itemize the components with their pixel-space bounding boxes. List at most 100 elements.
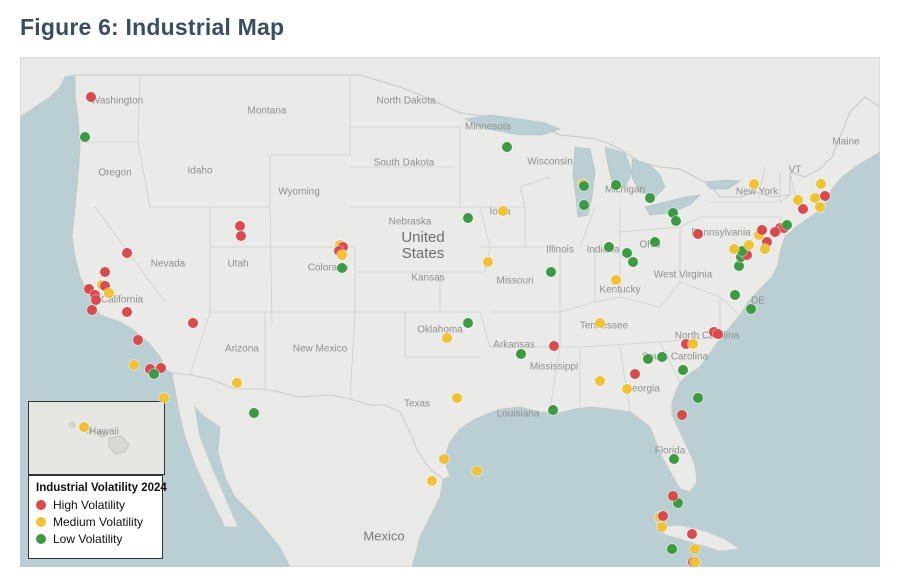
site-marker-high-volatility[interactable] — [712, 328, 723, 339]
site-marker-high-volatility[interactable] — [100, 280, 111, 291]
site-marker-high-volatility[interactable] — [338, 241, 349, 252]
site-marker-medium-volatility[interactable] — [656, 522, 667, 533]
site-marker-high-volatility[interactable] — [133, 335, 144, 345]
site-marker-low-volatility[interactable] — [604, 241, 615, 252]
site-marker-low-volatility[interactable] — [80, 131, 90, 142]
site-marker-low-volatility[interactable] — [669, 454, 680, 465]
site-marker-medium-volatility[interactable] — [158, 393, 169, 404]
site-marker-high-volatility[interactable] — [687, 529, 697, 540]
site-marker-high-volatility[interactable] — [770, 226, 781, 237]
site-marker-high-volatility[interactable] — [676, 410, 687, 421]
site-marker-medium-volatility[interactable] — [814, 202, 825, 213]
site-marker-low-volatility[interactable] — [546, 267, 557, 278]
site-marker-medium-volatility[interactable] — [441, 332, 452, 343]
site-marker-low-volatility[interactable] — [628, 256, 639, 267]
site-marker-medium-volatility[interactable] — [816, 179, 827, 190]
site-marker-low-volatility[interactable] — [735, 252, 746, 263]
site-marker-medium-volatility[interactable] — [471, 466, 482, 477]
state-label-missouri: Missouri — [496, 275, 534, 287]
site-marker-high-volatility[interactable] — [797, 204, 808, 215]
site-marker-low-volatility[interactable] — [579, 181, 590, 192]
site-marker-low-volatility[interactable] — [692, 393, 703, 404]
site-marker-low-volatility[interactable] — [622, 248, 633, 259]
site-marker-medium-volatility[interactable] — [483, 256, 494, 267]
site-marker-low-volatility[interactable] — [678, 364, 689, 375]
site-marker-high-volatility[interactable] — [757, 225, 768, 235]
site-marker-low-volatility[interactable] — [148, 368, 159, 379]
site-marker-medium-volatility[interactable] — [79, 422, 89, 432]
site-marker-low-volatility[interactable] — [547, 405, 558, 416]
site-marker-medium-volatility[interactable] — [104, 288, 115, 299]
site-marker-low-volatility[interactable] — [516, 348, 527, 359]
site-marker-medium-volatility[interactable] — [754, 230, 765, 241]
state-label-oklahoma: Oklahoma — [417, 324, 463, 336]
industrial-map[interactable]: Industrial Volatility 2024 High Volatili… — [20, 57, 880, 567]
site-marker-high-volatility[interactable] — [144, 363, 155, 374]
site-marker-high-volatility[interactable] — [156, 362, 167, 373]
site-marker-high-volatility[interactable] — [87, 305, 98, 316]
site-marker-low-volatility[interactable] — [642, 354, 653, 365]
site-marker-low-volatility[interactable] — [672, 497, 683, 508]
site-marker-low-volatility[interactable] — [610, 180, 621, 191]
site-marker-medium-volatility[interactable] — [451, 393, 462, 404]
site-marker-high-volatility[interactable] — [761, 237, 772, 248]
state-label-arkansas: Arkansas — [493, 339, 535, 351]
site-marker-medium-volatility[interactable] — [232, 377, 243, 388]
site-marker-high-volatility[interactable] — [187, 318, 198, 329]
site-marker-low-volatility[interactable] — [666, 543, 677, 554]
site-marker-high-volatility[interactable] — [681, 339, 692, 350]
site-marker-medium-volatility[interactable] — [438, 454, 449, 465]
site-marker-medium-volatility[interactable] — [689, 543, 700, 554]
site-marker-medium-volatility[interactable] — [728, 243, 739, 254]
site-marker-low-volatility[interactable] — [463, 318, 474, 329]
site-marker-high-volatility[interactable] — [234, 221, 245, 232]
low-volatility-marker-icon — [36, 534, 46, 544]
site-marker-medium-volatility[interactable] — [744, 239, 755, 250]
site-marker-high-volatility[interactable] — [549, 341, 560, 352]
state-label-michigan: Michigan — [604, 184, 646, 196]
site-marker-medium-volatility[interactable] — [128, 360, 139, 371]
site-marker-medium-volatility[interactable] — [595, 376, 606, 387]
state-label-pennsylvania: Pennsylvania — [691, 227, 751, 239]
site-marker-medium-volatility[interactable] — [595, 318, 606, 329]
site-marker-medium-volatility[interactable] — [610, 274, 621, 285]
site-marker-low-volatility[interactable] — [578, 200, 589, 211]
site-marker-medium-volatility[interactable] — [688, 339, 699, 350]
site-marker-high-volatility[interactable] — [121, 248, 132, 259]
site-marker-low-volatility[interactable] — [656, 351, 667, 362]
site-marker-high-volatility[interactable] — [658, 511, 669, 522]
site-marker-medium-volatility[interactable] — [689, 557, 700, 567]
site-marker-high-volatility[interactable] — [629, 368, 640, 379]
site-marker-low-volatility[interactable] — [249, 407, 260, 418]
site-marker-low-volatility[interactable] — [737, 245, 748, 256]
site-marker-low-volatility[interactable] — [730, 290, 741, 301]
site-marker-low-volatility[interactable] — [649, 237, 660, 248]
site-marker-high-volatility[interactable] — [692, 228, 703, 239]
site-marker-high-volatility[interactable] — [820, 190, 831, 201]
site-marker-medium-volatility[interactable] — [793, 194, 804, 205]
site-marker-high-volatility[interactable] — [85, 92, 96, 102]
site-marker-medium-volatility[interactable] — [497, 206, 508, 216]
site-marker-medium-volatility[interactable] — [336, 250, 347, 261]
site-marker-high-volatility[interactable] — [100, 267, 111, 278]
site-marker-low-volatility[interactable] — [781, 220, 792, 231]
site-marker-high-volatility[interactable] — [236, 231, 247, 242]
site-marker-low-volatility[interactable] — [501, 141, 512, 152]
site-marker-high-volatility[interactable] — [121, 307, 132, 318]
site-marker-low-volatility[interactable] — [668, 207, 679, 218]
site-marker-medium-volatility[interactable] — [748, 179, 759, 190]
site-marker-high-volatility[interactable] — [91, 294, 102, 305]
site-marker-medium-volatility[interactable] — [810, 192, 821, 203]
site-marker-medium-volatility[interactable] — [760, 243, 771, 254]
site-marker-high-volatility[interactable] — [741, 250, 752, 261]
site-marker-high-volatility[interactable] — [84, 284, 95, 295]
site-marker-high-volatility[interactable] — [668, 490, 679, 501]
site-marker-low-volatility[interactable] — [671, 215, 682, 226]
site-marker-low-volatility[interactable] — [745, 304, 756, 315]
site-marker-medium-volatility[interactable] — [622, 383, 633, 394]
site-marker-low-volatility[interactable] — [463, 212, 474, 223]
site-marker-medium-volatility[interactable] — [427, 475, 438, 486]
site-marker-low-volatility[interactable] — [336, 262, 347, 273]
site-marker-low-volatility[interactable] — [645, 192, 656, 203]
site-marker-low-volatility[interactable] — [734, 260, 745, 271]
